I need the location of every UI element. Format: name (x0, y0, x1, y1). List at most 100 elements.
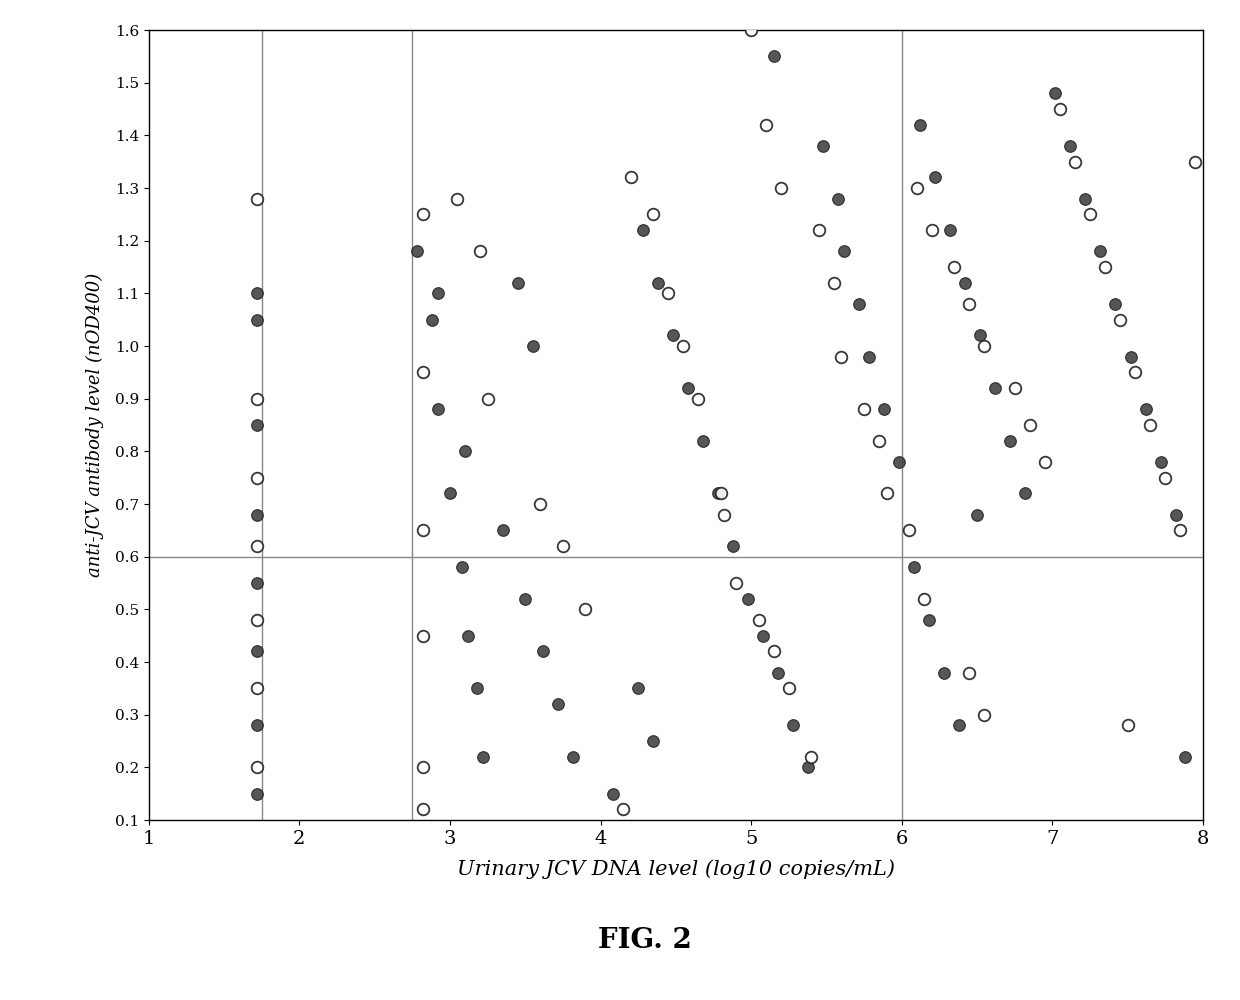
Point (835, 243, 854, 259)
Point (247, 417, 267, 433)
Point (247, 575, 267, 591)
Point (644, 206, 663, 222)
Point (422, 312, 441, 328)
Point (764, 48, 784, 64)
Point (985, 380, 1004, 396)
Point (413, 801, 433, 817)
Point (247, 759, 267, 775)
Point (975, 338, 994, 354)
Point (1136, 401, 1156, 417)
Point (629, 680, 649, 696)
Point (533, 643, 553, 659)
Point (1110, 312, 1130, 328)
Point (247, 507, 267, 523)
Point (970, 327, 990, 343)
Point (823, 275, 843, 291)
Point (428, 401, 448, 417)
Point (854, 401, 874, 417)
Point (934, 665, 954, 681)
Point (632, 222, 652, 238)
Point (801, 749, 821, 765)
Point (1125, 364, 1145, 380)
Text: FIG. 2: FIG. 2 (598, 926, 692, 954)
Point (678, 380, 698, 396)
Point (477, 391, 497, 407)
Point (458, 628, 477, 644)
Point (1117, 717, 1137, 733)
Point (914, 591, 934, 607)
Point (738, 591, 758, 607)
Point (945, 259, 965, 275)
Point (1045, 85, 1065, 101)
Point (753, 628, 773, 644)
Point (1166, 507, 1185, 523)
Point (749, 612, 769, 628)
Point (779, 680, 799, 696)
Point (828, 191, 848, 207)
Point (1004, 380, 1024, 396)
Point (813, 138, 833, 154)
Point (967, 507, 987, 523)
Point (869, 433, 889, 449)
X-axis label: Urinary JCV DNA level (log10 copies/mL): Urinary JCV DNA level (log10 copies/mL) (456, 859, 895, 879)
Point (849, 296, 869, 312)
Point (784, 717, 804, 733)
Point (407, 243, 427, 259)
Point (1016, 485, 1035, 501)
Point (693, 433, 713, 449)
Point (575, 601, 595, 617)
Point (448, 191, 467, 207)
Point (960, 296, 980, 312)
Point (673, 338, 693, 354)
Point (247, 538, 267, 554)
Point (906, 180, 926, 196)
Point (940, 222, 960, 238)
Point (1080, 206, 1100, 222)
Point (413, 206, 433, 222)
Point (247, 612, 267, 628)
Point (889, 454, 909, 470)
Point (247, 191, 267, 207)
Point (455, 443, 475, 459)
Point (1060, 138, 1080, 154)
Point (771, 180, 791, 196)
Point (247, 643, 267, 659)
Point (769, 665, 789, 681)
Point (516, 591, 536, 607)
Point (874, 401, 894, 417)
Point (714, 507, 734, 523)
Point (742, 22, 761, 38)
Point (1140, 417, 1159, 433)
Y-axis label: anti-JCV antibody level (nOD400): anti-JCV antibody level (nOD400) (86, 273, 104, 577)
Point (877, 485, 897, 501)
Point (688, 391, 708, 407)
Point (247, 717, 267, 733)
Point (413, 628, 433, 644)
Point (247, 391, 267, 407)
Point (1156, 470, 1176, 486)
Point (723, 538, 743, 554)
Point (1151, 454, 1171, 470)
Point (919, 612, 939, 628)
Point (413, 364, 433, 380)
Point (621, 169, 641, 185)
Point (756, 117, 776, 133)
Point (1075, 191, 1095, 207)
Point (1034, 454, 1054, 470)
Point (470, 243, 490, 259)
Point (904, 559, 924, 575)
Point (428, 285, 448, 301)
Point (975, 707, 994, 723)
Point (531, 496, 551, 512)
Point (1185, 154, 1205, 170)
Point (1106, 296, 1126, 312)
Point (613, 801, 632, 817)
Point (523, 338, 543, 354)
Point (247, 285, 267, 301)
Point (925, 169, 945, 185)
Point (644, 733, 663, 749)
Point (563, 749, 583, 765)
Point (453, 559, 472, 575)
Point (507, 275, 527, 291)
Point (603, 786, 622, 802)
